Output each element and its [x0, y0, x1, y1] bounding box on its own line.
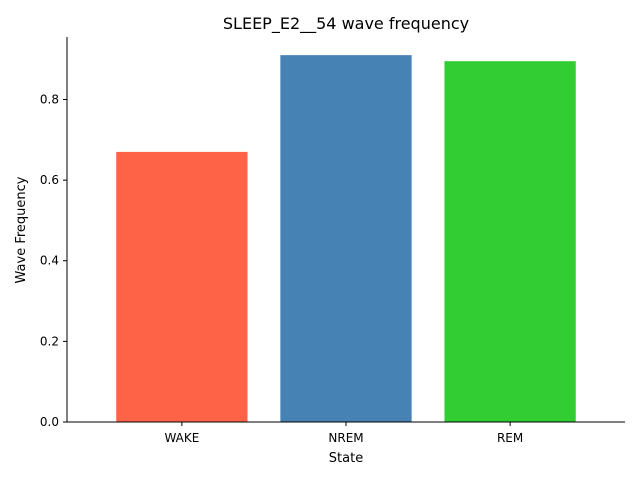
bar-rem — [444, 61, 576, 422]
chart-title: SLEEP_E2__54 wave frequency — [223, 14, 469, 34]
x-tick-label-nrem: NREM — [328, 431, 363, 445]
y-axis-ticks: 0.0 0.2 0.4 0.6 0.8 — [40, 92, 67, 429]
y-tick-label: 0.2 — [40, 334, 59, 348]
bar-wake — [116, 151, 248, 422]
y-tick-label: 0.4 — [40, 254, 59, 268]
y-tick-label: 0.6 — [40, 173, 59, 187]
bar-nrem — [280, 55, 412, 422]
y-tick-label: 0.0 — [40, 415, 59, 429]
y-tick-label: 0.8 — [40, 92, 59, 106]
bars-group — [116, 55, 576, 422]
y-axis-label: Wave Frequency — [14, 176, 29, 283]
x-axis-ticks: WAKE NREM REM — [164, 422, 523, 445]
x-tick-label-rem: REM — [497, 431, 523, 445]
x-tick-label-wake: WAKE — [164, 431, 199, 445]
x-axis-label: State — [329, 451, 363, 466]
